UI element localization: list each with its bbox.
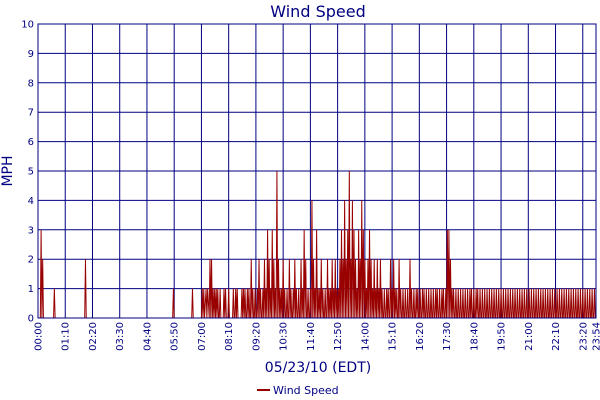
x-tick-label: 19:50 bbox=[497, 322, 508, 351]
y-tick-label: 3 bbox=[28, 225, 34, 236]
x-tick-label: 21:00 bbox=[524, 322, 535, 351]
x-tick-label: 11:40 bbox=[306, 322, 317, 351]
y-tick-label: 10 bbox=[21, 20, 34, 31]
x-tick-label: 14:00 bbox=[360, 322, 371, 351]
y-tick-label: 7 bbox=[28, 108, 34, 119]
x-tick-labels: 00:00 01:10 02:20 03:30 04:40 05:50 07:00 08:10… bbox=[34, 322, 600, 351]
series-line-wind-speed bbox=[38, 170, 596, 319]
x-tick-label: 22:10 bbox=[551, 322, 562, 351]
x-tick-label: 07:00 bbox=[197, 322, 208, 351]
legend-label: Wind Speed bbox=[273, 384, 339, 397]
x-tick-label: 03:30 bbox=[115, 322, 126, 351]
y-tick-label: 2 bbox=[28, 255, 34, 266]
x-tick-label: 08:10 bbox=[224, 322, 235, 351]
x-tick-label: 05:50 bbox=[170, 322, 181, 351]
x-tick-label: 23:20 bbox=[578, 322, 589, 351]
y-tick-label: 6 bbox=[28, 137, 34, 148]
y-axis-title: MPH bbox=[0, 155, 16, 186]
x-tick-label: 02:20 bbox=[88, 322, 99, 351]
y-tick-label: 9 bbox=[28, 49, 34, 60]
x-tick-label: 18:40 bbox=[469, 322, 480, 351]
y-tick-label: 1 bbox=[28, 284, 34, 295]
y-tick-label: 4 bbox=[28, 196, 34, 207]
x-tick-label: 12:50 bbox=[333, 322, 344, 351]
x-tick-label: 17:30 bbox=[442, 322, 453, 351]
plot-border bbox=[37, 23, 597, 319]
y-tick-label: 8 bbox=[28, 78, 34, 89]
x-tick-label: 23:54 bbox=[592, 322, 600, 351]
legend: Wind Speed bbox=[257, 384, 339, 397]
x-tick-label: 01:10 bbox=[61, 322, 72, 351]
x-axis-title: 05/23/10 (EDT) bbox=[265, 360, 371, 376]
x-tick-label: 09:20 bbox=[251, 322, 262, 351]
series-group bbox=[38, 170, 596, 319]
x-tick-label: 04:40 bbox=[142, 322, 153, 351]
y-tick-label: 5 bbox=[28, 167, 34, 178]
chart-title: Wind Speed bbox=[270, 2, 365, 21]
x-tick-label: 16:20 bbox=[415, 322, 426, 351]
x-tick-label: 10:30 bbox=[279, 322, 290, 351]
y-tick-label: 0 bbox=[28, 314, 34, 325]
y-tick-labels: 0 1 2 3 4 5 6 7 8 9 10 bbox=[21, 20, 34, 325]
x-tick-label: 15:10 bbox=[388, 322, 399, 351]
x-tick-label: 00:00 bbox=[34, 322, 45, 351]
